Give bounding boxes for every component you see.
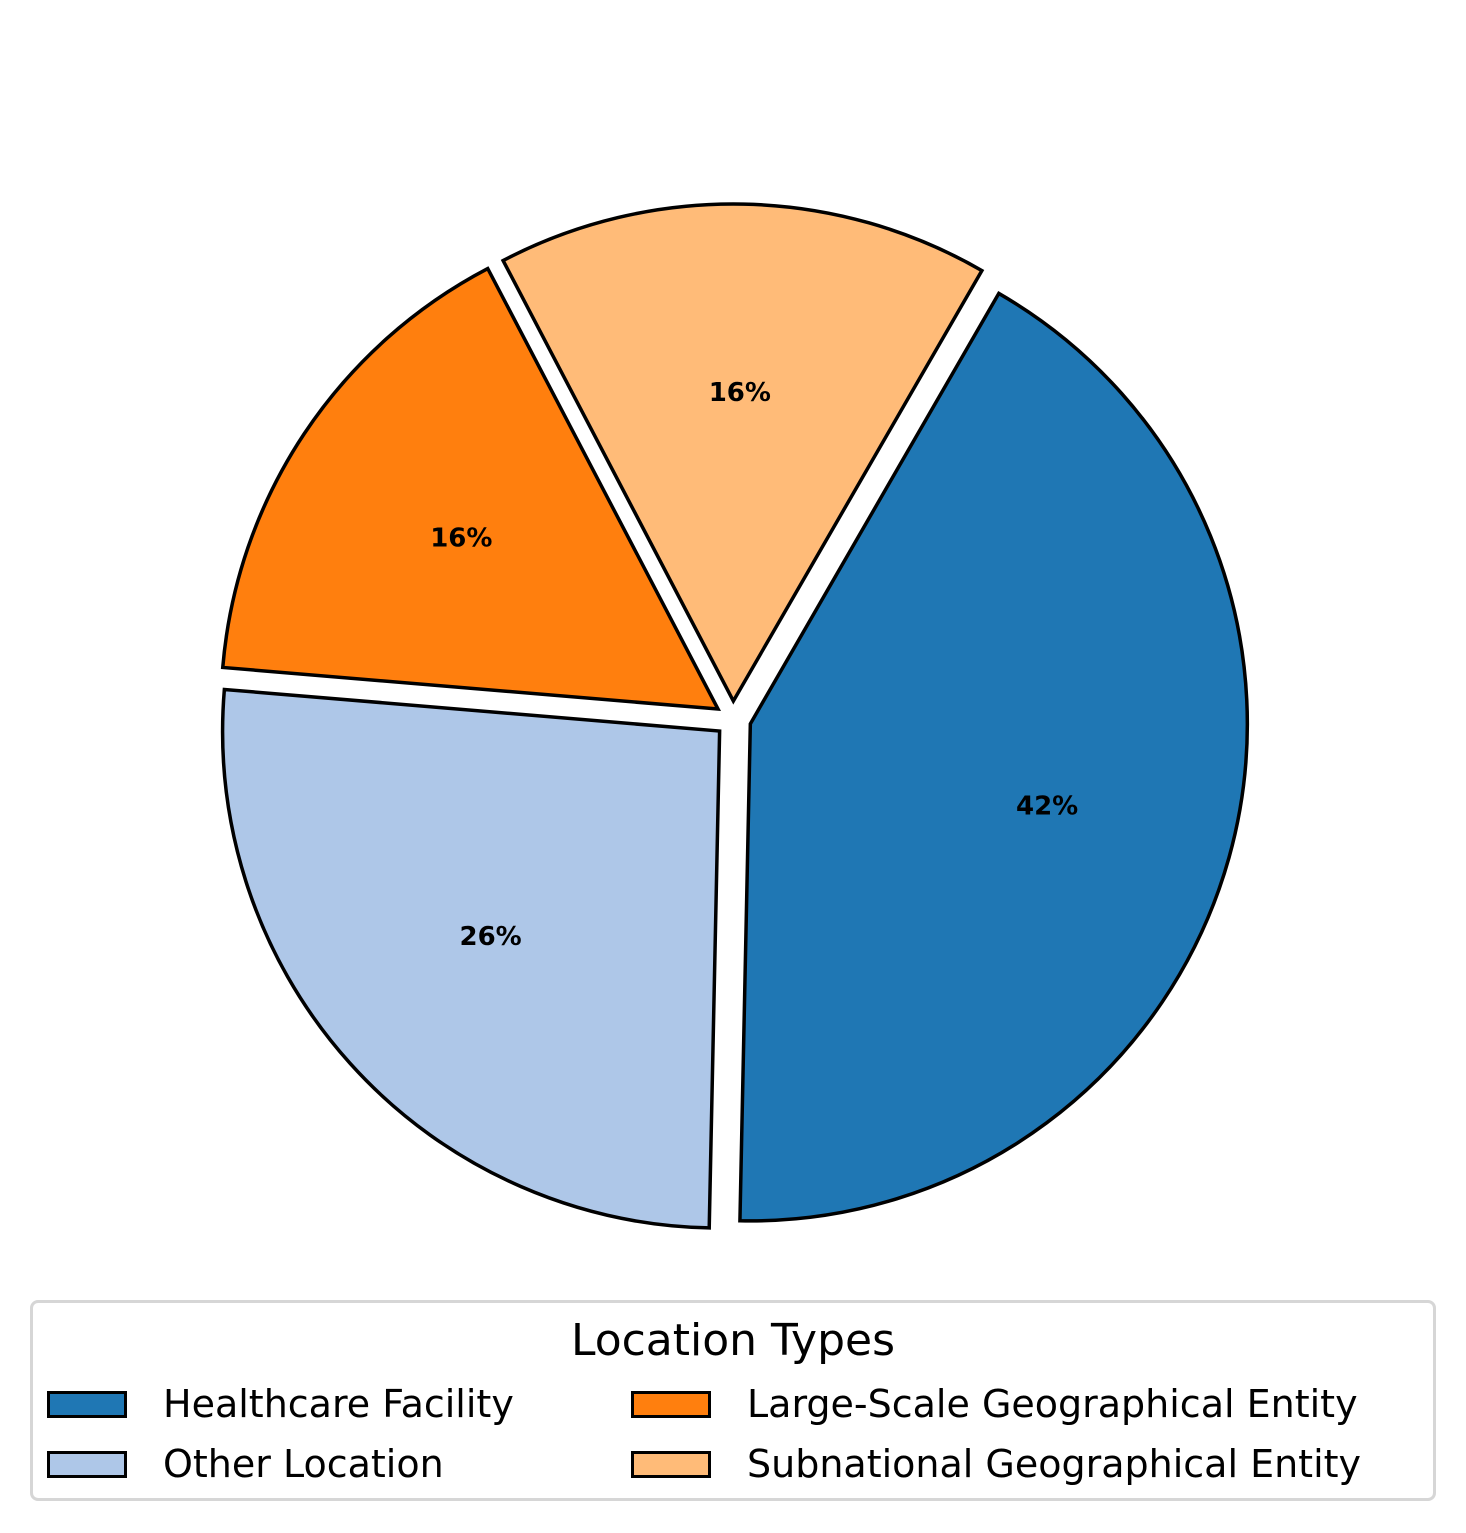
pie-slices <box>220 202 1250 1230</box>
pie-slice-healthcare-facility <box>738 291 1250 1223</box>
legend-swatch <box>47 1450 127 1478</box>
legend-label: Healthcare Facility <box>163 1382 514 1426</box>
legend-swatch <box>47 1390 127 1418</box>
pie-percent-label: 26% <box>460 922 522 952</box>
legend-swatch <box>631 1450 711 1478</box>
pie-slice-subnational-geographical-entity <box>500 202 985 705</box>
legend-item-large-scale-geographical-entity: Large-Scale Geographical Entity <box>631 1382 1358 1426</box>
legend-item-healthcare-facility: Healthcare Facility <box>47 1382 514 1426</box>
legend-item-subnational-geographical-entity: Subnational Geographical Entity <box>631 1442 1361 1486</box>
legend-item-other-location: Other Location <box>47 1442 444 1486</box>
legend-label: Subnational Geographical Entity <box>747 1442 1362 1486</box>
legend: Location Types Healthcare Facility Other… <box>30 1300 1436 1501</box>
legend-title: Location Types <box>570 1315 896 1366</box>
legend-label: Other Location <box>163 1442 444 1486</box>
pie-slice-large-scale-geographical-entity <box>220 266 722 712</box>
pie-percent-label: 16% <box>709 378 771 408</box>
legend-swatch <box>631 1390 711 1418</box>
legend-label: Large-Scale Geographical Entity <box>747 1382 1358 1426</box>
pie-percent-label: 16% <box>430 524 492 554</box>
pie-slice-other-location <box>220 687 722 1230</box>
pie-percent-labels: 42% 26% 16% 16% <box>430 378 1078 952</box>
pie-percent-label: 42% <box>1016 792 1078 822</box>
